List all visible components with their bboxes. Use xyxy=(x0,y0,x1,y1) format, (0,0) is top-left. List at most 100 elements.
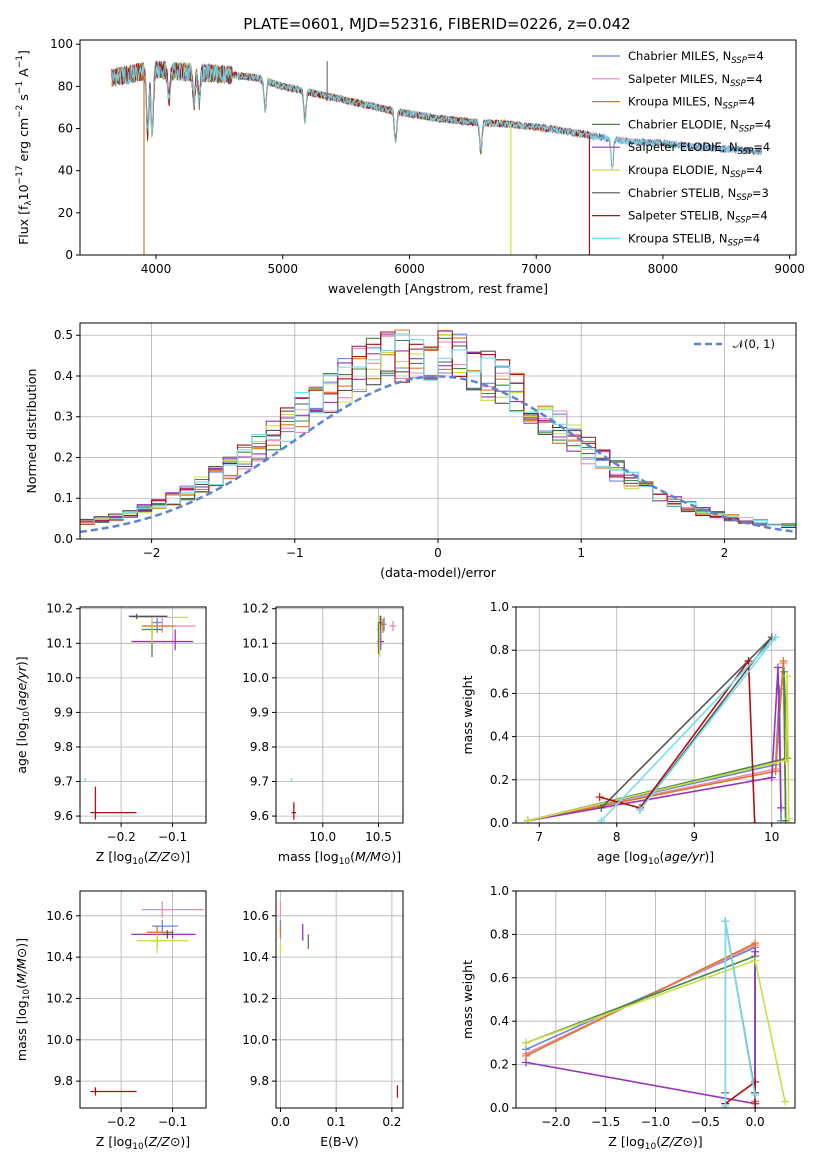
axes-frame xyxy=(275,606,404,824)
legend-entry: Chabrier MILES, NSSP=4 xyxy=(592,49,764,66)
weight-marker xyxy=(744,657,753,665)
x-axis-label: E(B-V) xyxy=(320,1134,359,1149)
plot-area xyxy=(111,60,762,255)
weight-marker xyxy=(750,819,759,823)
x-tick-label: 8000 xyxy=(648,262,679,276)
panel-mass_vs_Z: −0.2 −0.1 9.8 10.0 10.2 10.4 10.6 Z [log10(Z/Z⊙… xyxy=(14,890,207,1152)
x-tick-label: −1 xyxy=(286,546,304,560)
legend-entry: Salpeter ELODIE, NSSP=4 xyxy=(592,140,770,157)
axes-frame xyxy=(79,39,797,256)
y-tick-label: 10.0 xyxy=(242,1033,269,1047)
x-tick-label: −0.2 xyxy=(107,830,136,844)
histogram-step xyxy=(80,333,796,528)
weight-marker xyxy=(773,663,782,672)
panel-age_vs_Z: −0.2 −0.1 9.6 9.7 9.8 9.9 10.0 10.1 10.2 Z [log10… xyxy=(14,602,207,867)
weight-marker xyxy=(751,947,760,956)
y-tick-label: 10.2 xyxy=(46,991,73,1005)
weight-marker xyxy=(521,1038,530,1047)
figure-title: PLATE=0601, MJD=52316, FIBERID=0226, z=0… xyxy=(243,15,630,33)
legend-label: Chabrier ELODIE, NSSP=4 xyxy=(628,117,771,134)
data-point xyxy=(131,629,194,651)
panel-age_vs_mass: 10.0 10.5 9.6 9.7 9.8 9.9 10.0 10.1 10.2 mass [lo… xyxy=(242,602,404,867)
y-tick-label: 10.2 xyxy=(242,991,269,1005)
plot-area xyxy=(290,615,397,820)
y-tick-label: 0.2 xyxy=(490,773,509,787)
y-tick-label: 10.1 xyxy=(46,636,73,650)
y-tick-label: 10.4 xyxy=(46,950,73,964)
weight-marker xyxy=(597,803,606,812)
y-tick-label: 0.1 xyxy=(54,491,73,505)
weight-marker xyxy=(521,1058,530,1067)
y-tick-label: 10.2 xyxy=(242,602,269,616)
x-axis-label: Z [log10(Z/Z⊙)] xyxy=(96,1134,190,1152)
y-tick-label: 10.0 xyxy=(46,1033,73,1047)
panel-weight_vs_Z: −2.0 −1.5 −1.0 −0.5 0.0 0.0 0.2 0.4 0.6 0.8 1.0 Z [… xyxy=(460,884,796,1152)
x-axis-label: (data-model)/error xyxy=(380,565,497,580)
x-tick-label: 10.0 xyxy=(309,830,336,844)
y-tick-label: 9.9 xyxy=(250,705,269,719)
y-tick-label: 10.4 xyxy=(242,950,269,964)
weight-marker xyxy=(781,756,790,765)
weight-marker xyxy=(781,1097,790,1106)
weight-marker xyxy=(783,672,792,681)
y-tick-label: 40 xyxy=(58,164,73,178)
plot-area xyxy=(279,901,399,1098)
x-tick-label: 0.0 xyxy=(746,1115,765,1129)
data-point xyxy=(162,930,173,939)
weight-marker xyxy=(777,803,786,812)
x-axis-label: Z [log10(Z/Z⊙)] xyxy=(608,1134,702,1152)
panel-mass_vs_EBV: 0.0 0.1 0.2 9.8 10.0 10.2 10.4 10.6 E(B-V) xyxy=(242,890,404,1149)
y-tick-label: 0.0 xyxy=(490,816,509,830)
x-tick-label: −2.0 xyxy=(541,1115,570,1129)
legend-label: Kroupa STELIB, NSSP=4 xyxy=(628,231,760,248)
y-tick-label: 0.0 xyxy=(54,532,73,546)
x-tick-label: 9 xyxy=(690,830,698,844)
y-tick-label: 10.0 xyxy=(46,671,73,685)
data-point xyxy=(377,629,385,651)
panel-spectrum: 4000 5000 6000 7000 8000 9000 0 20 40 60 80 100 wave… xyxy=(15,37,805,296)
x-tick-label: 1 xyxy=(577,546,585,560)
normal-curve xyxy=(80,375,796,534)
plot-area xyxy=(84,613,196,820)
histogram-step xyxy=(80,330,796,528)
legend-label: 𝒩(0, 1) xyxy=(733,337,775,351)
x-tick-label: 9000 xyxy=(774,262,805,276)
data-point xyxy=(291,802,297,820)
data-point xyxy=(84,778,87,782)
data-point xyxy=(128,613,168,620)
x-tick-label: 10.5 xyxy=(365,830,392,844)
y-tick-label: 10.6 xyxy=(46,909,73,923)
x-tick-label: 0.1 xyxy=(327,1115,346,1129)
x-tick-label: 0.2 xyxy=(382,1115,401,1129)
y-axis-label: age [log10(age/yr)] xyxy=(14,656,32,773)
y-tick-label: 80 xyxy=(58,79,73,93)
legend-label: Kroupa ELODIE, NSSP=4 xyxy=(628,163,763,180)
y-tick-label: 0.2 xyxy=(54,450,73,464)
x-tick-label: 8 xyxy=(613,830,621,844)
y-axis-label: mass [log10(M/M⊙)] xyxy=(14,938,32,1061)
y-tick-label: 0.5 xyxy=(54,328,73,342)
y-tick-label: 0.4 xyxy=(54,369,73,383)
x-tick-label: 0.0 xyxy=(271,1115,290,1129)
data-point xyxy=(290,778,293,782)
x-tick-label: 7000 xyxy=(521,262,552,276)
y-tick-label: 0.8 xyxy=(490,643,509,657)
weight-line xyxy=(525,941,756,1102)
y-axis-label: mass weight xyxy=(460,960,475,1039)
x-axis-label: age [log10(age/yr)] xyxy=(597,849,714,867)
legend-entry: 𝒩(0, 1) xyxy=(694,337,775,351)
weight-marker xyxy=(780,667,789,676)
legend-entry: Salpeter STELIB, NSSP=4 xyxy=(592,209,768,226)
weight-marker xyxy=(523,816,532,823)
y-tick-label: 9.7 xyxy=(250,775,269,789)
x-tick-label: 6000 xyxy=(394,262,425,276)
y-tick-label: 9.8 xyxy=(250,1074,269,1088)
weight-marker xyxy=(751,956,760,965)
y-tick-label: 0 xyxy=(65,248,73,262)
y-tick-label: 9.8 xyxy=(250,740,269,754)
legend-label: Salpeter STELIB, NSSP=4 xyxy=(628,209,768,226)
data-point xyxy=(136,932,188,953)
y-tick-label: 0.6 xyxy=(490,971,509,985)
data-point xyxy=(152,919,178,933)
x-tick-label: 0 xyxy=(434,546,442,560)
